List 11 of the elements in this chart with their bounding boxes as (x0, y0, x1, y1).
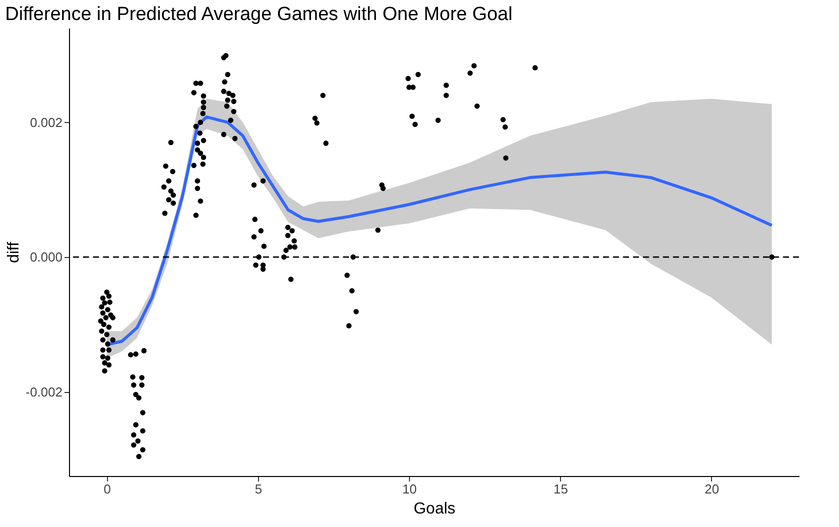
y-tick-label: 0.000 (30, 250, 62, 265)
x-tick-label: 10 (402, 482, 417, 496)
x-tick-label: 20 (704, 482, 720, 496)
y-tick-label: -0.002 (26, 384, 62, 400)
x-tick-label: 0 (104, 482, 111, 496)
x-tick-label: 15 (553, 482, 568, 496)
x-tick-label: 5 (254, 482, 262, 496)
chart-title: Difference in Predicted Average Games with One More Goal (5, 4, 512, 25)
x-axis-title: Goals (414, 500, 456, 518)
y-axis-title: diff (6, 241, 23, 264)
y-tick-label: 0.002 (30, 114, 62, 130)
